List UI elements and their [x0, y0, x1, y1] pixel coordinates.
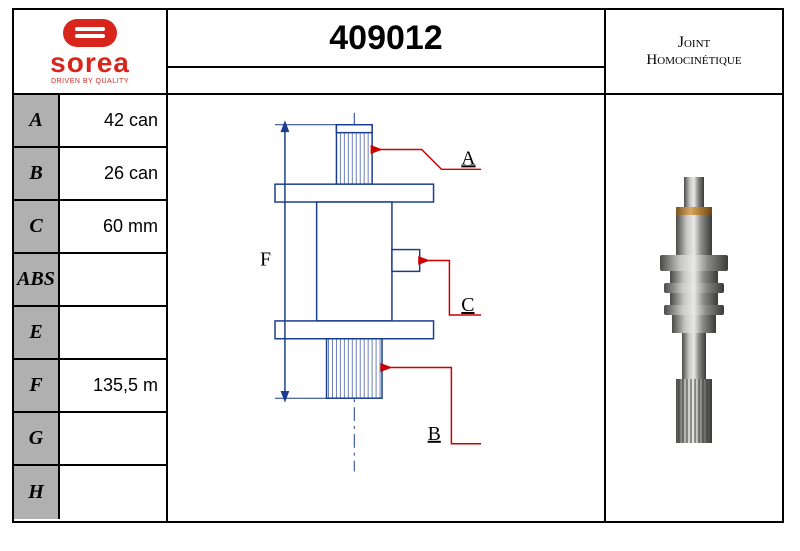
brand-tagline: DRIVEN BY QUALITY — [51, 78, 129, 85]
spec-row: ABS — [14, 254, 166, 307]
schematic-svg: F A C B — [168, 95, 604, 521]
spec-val: 135,5 m — [60, 360, 166, 411]
spec-key: B — [14, 148, 60, 199]
spec-key: H — [14, 466, 60, 519]
spec-row: B26 can — [14, 148, 166, 201]
product-type-line2: Homocinétique — [646, 52, 741, 69]
spec-row: E — [14, 307, 166, 360]
schematic-diagram: F A C B — [168, 95, 606, 521]
spec-val — [60, 254, 166, 305]
product-photo — [654, 173, 734, 453]
part-number: 409012 — [329, 19, 442, 58]
spec-key: A — [14, 95, 60, 146]
spec-key: C — [14, 201, 60, 252]
spec-val: 60 mm — [60, 201, 166, 252]
diagram-label-A: A — [461, 147, 476, 169]
spec-val — [60, 307, 166, 358]
brand-logo-cell: sorea DRIVEN BY QUALITY — [14, 10, 168, 93]
brand-logo: sorea DRIVEN BY QUALITY — [50, 19, 130, 85]
diagram-label-C: C — [461, 294, 474, 316]
product-type-cell: Joint Homocinétique — [606, 10, 782, 93]
diagram-label-F: F — [260, 248, 271, 270]
spec-key: G — [14, 413, 60, 464]
spec-key: F — [14, 360, 60, 411]
brand-logo-icon — [63, 19, 117, 47]
part-number-cell: 409012 — [168, 10, 606, 93]
spec-val — [60, 413, 166, 464]
product-photo-cell — [606, 95, 782, 521]
spec-val: 26 can — [60, 148, 166, 199]
spec-row: A42 can — [14, 95, 166, 148]
spec-row: F135,5 m — [14, 360, 166, 413]
product-type-line1: Joint — [678, 34, 711, 52]
spec-row: C60 mm — [14, 201, 166, 254]
spec-key: E — [14, 307, 60, 358]
spec-key: ABS — [14, 254, 60, 305]
spec-table: A42 can B26 can C60 mm ABS E F135,5 m G … — [14, 95, 168, 521]
spec-row: G — [14, 413, 166, 466]
spec-val: 42 can — [60, 95, 166, 146]
header: sorea DRIVEN BY QUALITY 409012 Joint Hom… — [14, 10, 782, 95]
spec-row: H — [14, 466, 166, 519]
diagram-label-B: B — [428, 423, 441, 445]
spec-val — [60, 466, 166, 519]
brand-name: sorea — [50, 49, 130, 77]
